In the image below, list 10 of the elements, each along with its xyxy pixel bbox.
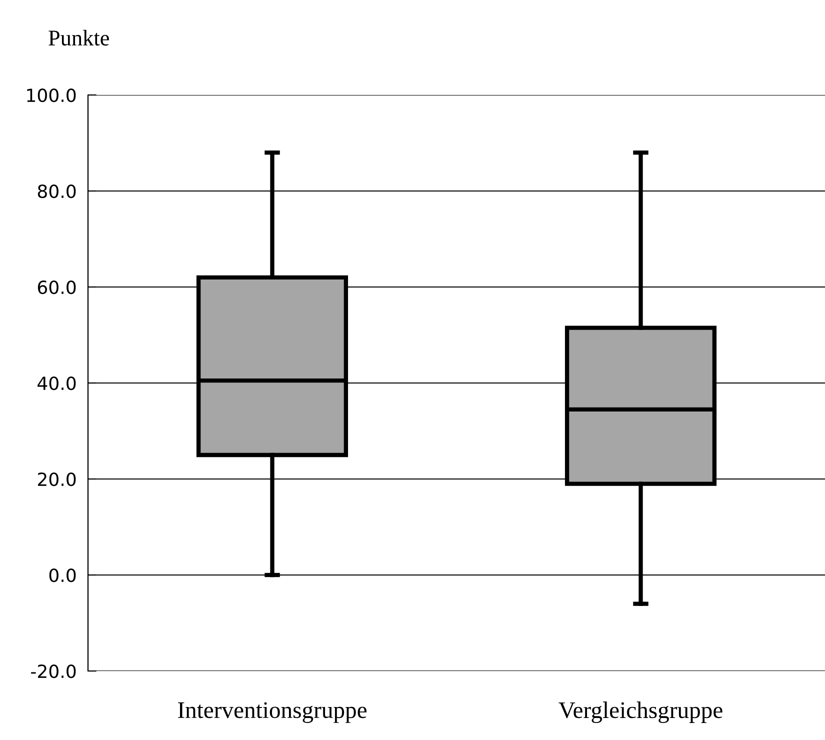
x-tick-label: Interventionsgruppe	[178, 702, 367, 723]
y-tick-label: 0.0	[49, 568, 76, 582]
y-tick-label: 40.0	[38, 376, 76, 390]
x-tick-label: Vergleichsgruppe	[558, 702, 722, 724]
y-tick-label: 80.0	[38, 184, 76, 198]
y-tick-label: -20.0	[31, 664, 76, 678]
y-tick-label: 20.0	[38, 472, 76, 486]
y-tick-label: 100.0	[27, 88, 76, 102]
y-tick-label: 60.0	[38, 280, 76, 294]
y-axis-title: Punkte	[48, 30, 109, 46]
